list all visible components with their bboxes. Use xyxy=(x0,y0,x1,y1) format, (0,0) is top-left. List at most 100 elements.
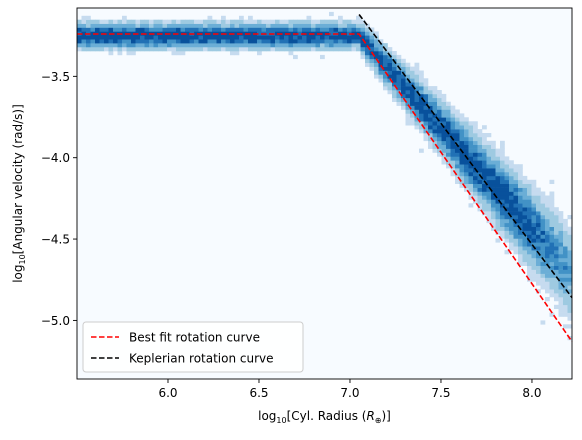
histogram-cell xyxy=(513,199,519,204)
histogram-cell xyxy=(374,70,379,75)
histogram-cell xyxy=(491,164,496,169)
histogram-cell xyxy=(459,183,465,188)
histogram-cell xyxy=(491,218,496,224)
histogram-cell xyxy=(360,35,366,40)
histogram-cell xyxy=(545,265,550,270)
histogram-cell xyxy=(329,23,334,28)
histogram-cell xyxy=(306,31,312,36)
histogram-cell xyxy=(95,23,100,28)
histogram-cell xyxy=(90,19,96,24)
histogram-cell xyxy=(518,218,523,224)
histogram-cell xyxy=(360,51,366,56)
histogram-cell xyxy=(369,39,375,44)
histogram-cell xyxy=(104,19,109,24)
histogram-cell xyxy=(455,133,460,138)
histogram-cell xyxy=(279,35,285,40)
histogram-cell xyxy=(558,215,564,220)
histogram-cell xyxy=(401,78,406,83)
histogram-cell xyxy=(432,113,438,118)
histogram-cell xyxy=(549,273,555,278)
histogram-cell xyxy=(86,47,91,52)
histogram-cell xyxy=(315,35,321,40)
histogram-cell xyxy=(482,156,487,161)
histogram-cell xyxy=(423,97,429,103)
histogram-cell xyxy=(270,23,276,28)
histogram-cell xyxy=(122,47,127,52)
histogram-cell xyxy=(558,242,564,247)
histogram-cell xyxy=(428,109,433,114)
histogram-cell xyxy=(302,39,307,44)
histogram-cell xyxy=(482,133,487,138)
histogram-cell xyxy=(401,82,406,87)
histogram-cell xyxy=(419,129,424,134)
histogram-cell xyxy=(338,47,343,52)
histogram-cell xyxy=(513,222,519,228)
histogram-cell xyxy=(77,19,82,24)
histogram-cell xyxy=(500,187,505,192)
histogram-cell xyxy=(176,43,181,48)
histogram-cell xyxy=(531,254,537,259)
histogram-cell xyxy=(432,129,438,134)
histogram-cell xyxy=(482,140,487,146)
histogram-cell xyxy=(549,285,555,290)
histogram-cell xyxy=(423,133,429,138)
legend-label-keplerian: Keplerian rotation curve xyxy=(129,352,274,366)
histogram-cell xyxy=(387,70,393,75)
histogram-cell xyxy=(126,35,132,40)
histogram-cell xyxy=(549,222,555,228)
histogram-cell xyxy=(419,113,424,118)
histogram-cell xyxy=(315,43,321,48)
histogram-cell xyxy=(522,250,528,255)
histogram-cell xyxy=(194,43,199,48)
histogram-cell xyxy=(315,47,321,52)
histogram-cell xyxy=(549,293,555,298)
histogram-cell xyxy=(270,43,276,48)
histogram-cell xyxy=(464,183,469,188)
histogram-cell xyxy=(293,27,298,32)
histogram-cell xyxy=(504,187,510,192)
histogram-cell xyxy=(558,285,564,290)
histogram-cell xyxy=(558,234,564,239)
histogram-cell xyxy=(450,113,456,118)
histogram-cell xyxy=(450,152,456,157)
histogram-cell xyxy=(401,101,406,106)
histogram-cell xyxy=(536,218,541,224)
histogram-cell xyxy=(504,183,510,188)
histogram-cell xyxy=(540,238,546,243)
histogram-cell xyxy=(423,109,429,114)
histogram-cell xyxy=(536,246,541,251)
histogram-cell xyxy=(441,133,447,138)
histogram-cell xyxy=(419,121,424,126)
histogram-cell xyxy=(369,66,375,71)
histogram-cell xyxy=(464,164,469,169)
histogram-cell xyxy=(509,183,514,188)
histogram-cell xyxy=(567,265,573,270)
histogram-cell xyxy=(495,230,501,235)
histogram-cell xyxy=(230,35,235,40)
histogram-cell xyxy=(455,148,460,153)
histogram-cell xyxy=(428,133,433,138)
histogram-cell xyxy=(423,101,429,106)
histogram-cell xyxy=(504,230,510,235)
histogram-cell xyxy=(189,47,195,52)
histogram-cell xyxy=(396,62,402,67)
histogram-cell xyxy=(113,43,118,48)
histogram-cell xyxy=(216,43,222,48)
histogram-cell xyxy=(495,203,501,208)
histogram-cell xyxy=(342,39,348,44)
histogram-cell xyxy=(554,257,559,263)
histogram-cell xyxy=(171,27,177,32)
histogram-cell xyxy=(482,144,487,149)
histogram-cell xyxy=(212,19,217,24)
histogram-cell xyxy=(567,230,573,235)
histogram-cell xyxy=(104,47,109,52)
histogram-cell xyxy=(549,195,555,200)
histogram-cell xyxy=(567,250,573,255)
histogram-cell xyxy=(513,246,519,251)
histogram-cell xyxy=(306,35,312,40)
histogram-cell xyxy=(180,51,186,56)
histogram-cell xyxy=(329,31,334,36)
histogram-cell xyxy=(459,129,465,134)
histogram-cell xyxy=(243,19,249,24)
histogram-cell xyxy=(140,43,145,48)
